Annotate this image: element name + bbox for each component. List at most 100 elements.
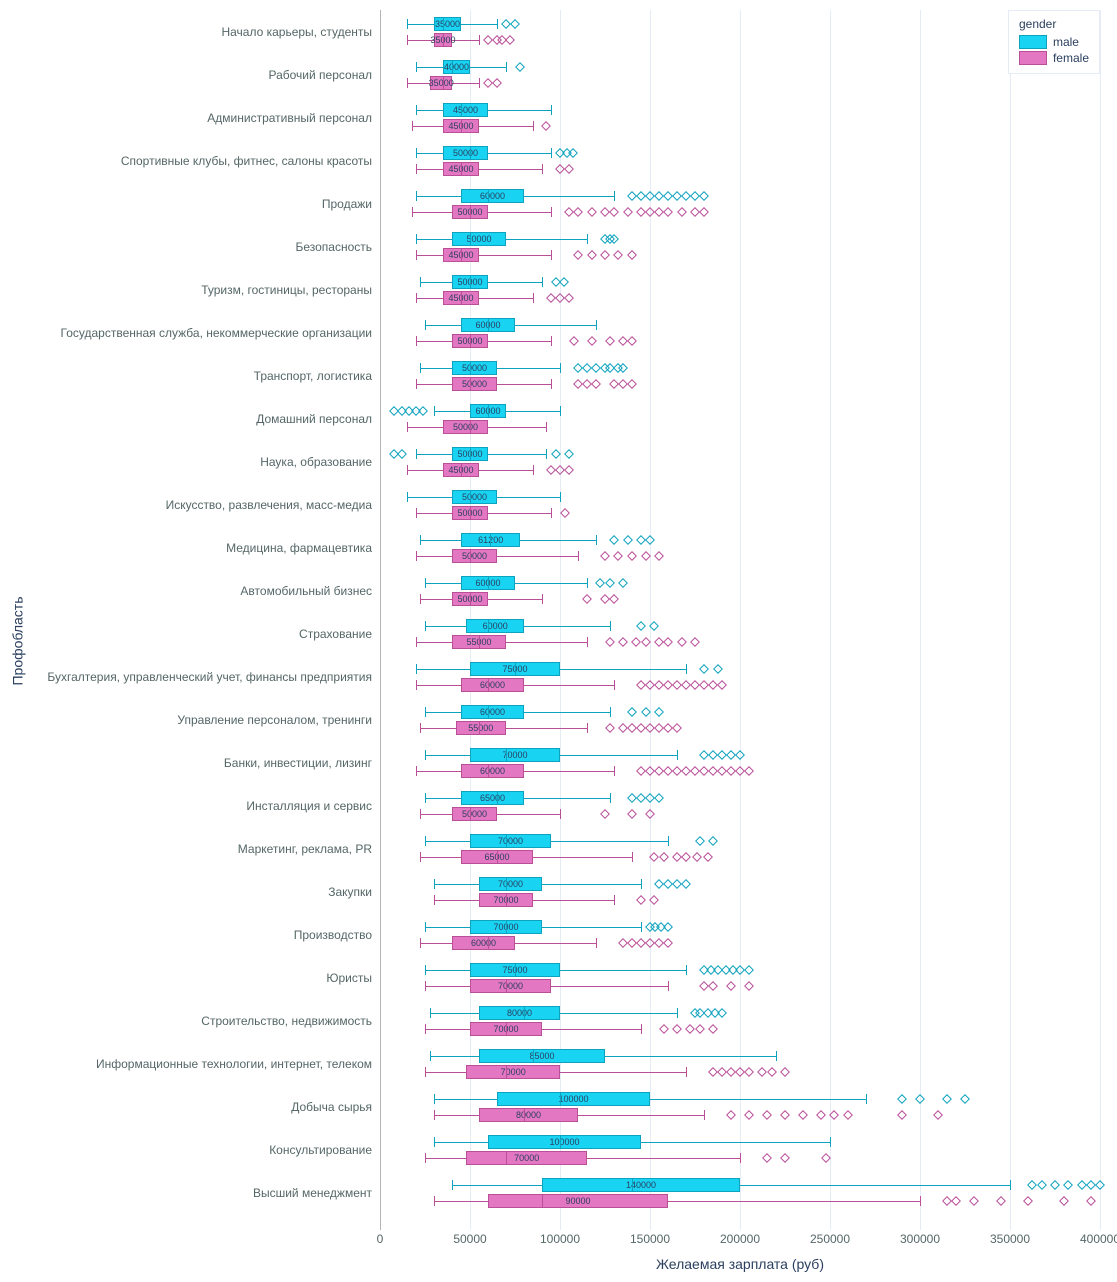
median-line — [515, 662, 516, 676]
whisker — [416, 169, 542, 170]
outlier — [843, 1110, 853, 1120]
median-line — [488, 619, 489, 633]
whisker-cap — [416, 250, 417, 260]
whisker-cap — [686, 1067, 687, 1077]
whisker-cap — [434, 895, 435, 905]
outlier — [672, 723, 682, 733]
box-male[interactable]: 60000 — [466, 619, 524, 633]
outlier — [780, 1067, 790, 1077]
outlier — [1059, 1196, 1069, 1206]
whisker-cap — [560, 406, 561, 416]
box-female[interactable]: 70000 — [470, 979, 551, 993]
outlier — [744, 981, 754, 991]
whisker-cap — [686, 664, 687, 674]
outlier — [595, 578, 605, 588]
whisker-cap — [542, 164, 543, 174]
x-axis-title: Желаемая зарплата (руб) — [380, 1256, 1100, 1272]
median-line — [497, 791, 498, 805]
whisker-cap — [407, 492, 408, 502]
outlier — [627, 551, 637, 561]
box-female[interactable]: 90000 — [488, 1194, 668, 1208]
whisker-cap — [542, 277, 543, 287]
whisker-cap — [506, 62, 507, 72]
whisker-cap — [632, 852, 633, 862]
legend-item-female[interactable]: female — [1019, 51, 1089, 65]
box-female[interactable]: 35000 — [430, 76, 452, 90]
median-line — [488, 318, 489, 332]
box-male[interactable]: 35000 — [434, 17, 461, 31]
outlier — [897, 1110, 907, 1120]
box-female[interactable]: 60000 — [461, 678, 524, 692]
box-male[interactable]: 65000 — [461, 791, 524, 805]
box-male[interactable]: 40000 — [443, 60, 470, 74]
median-line — [470, 361, 471, 375]
category-label: Спортивные клубы, фитнес, салоны красоты — [30, 154, 372, 168]
median-line — [524, 1006, 525, 1020]
legend-label: male — [1053, 35, 1079, 49]
box-male[interactable]: 50000 — [452, 232, 506, 246]
box-female[interactable]: 70000 — [466, 1151, 587, 1165]
category-label: Рабочий персонал — [30, 68, 372, 82]
legend-item-male[interactable]: male — [1019, 35, 1089, 49]
whisker-cap — [578, 551, 579, 561]
box-male[interactable]: 140000 — [542, 1178, 740, 1192]
category-label: Информационные технологии, интернет, тел… — [30, 1057, 372, 1071]
box-male[interactable]: 70000 — [479, 877, 542, 891]
box-male[interactable]: 60000 — [461, 189, 524, 203]
box-male[interactable]: 100000 — [488, 1135, 641, 1149]
median-line — [533, 1049, 534, 1063]
category-label: Туризм, гостиницы, рестораны — [30, 283, 372, 297]
median-line — [443, 33, 444, 47]
box-female[interactable]: 50000 — [452, 807, 497, 821]
box-female[interactable]: 55000 — [456, 721, 506, 735]
median-line — [461, 291, 462, 305]
whisker-cap — [416, 191, 417, 201]
legend-label: female — [1053, 51, 1089, 65]
outlier — [816, 1110, 826, 1120]
median-line — [506, 1022, 507, 1036]
box-female[interactable]: 50000 — [443, 420, 488, 434]
box-female[interactable]: 60000 — [452, 936, 515, 950]
outlier — [492, 78, 502, 88]
x-tick-label: 400000 — [1080, 1232, 1117, 1246]
outlier — [418, 406, 428, 416]
outlier — [672, 1024, 682, 1034]
whisker-cap — [551, 105, 552, 115]
outlier — [627, 336, 637, 346]
box-female[interactable]: 50000 — [452, 549, 497, 563]
median-line — [461, 103, 462, 117]
box-male[interactable]: 70000 — [470, 748, 560, 762]
whisker-cap — [420, 852, 421, 862]
box-male[interactable]: 100000 — [497, 1092, 650, 1106]
outlier — [541, 121, 551, 131]
whisker-cap — [533, 465, 534, 475]
whisker-cap — [430, 1051, 431, 1061]
outlier — [587, 336, 597, 346]
box-female[interactable]: 70000 — [466, 1065, 560, 1079]
box-female[interactable]: 60000 — [461, 764, 524, 778]
whisker-cap — [420, 594, 421, 604]
box-male[interactable]: 50000 — [452, 490, 497, 504]
box-male[interactable]: 45000 — [443, 103, 488, 117]
whisker-cap — [416, 234, 417, 244]
outlier — [1023, 1196, 1033, 1206]
whisker-cap — [641, 1024, 642, 1034]
category-label: Домашний персонал — [30, 412, 372, 426]
outlier — [397, 449, 407, 459]
box-male[interactable]: 70000 — [470, 834, 551, 848]
box-male[interactable]: 50000 — [452, 361, 497, 375]
median-line — [506, 834, 507, 848]
outlier — [744, 1067, 754, 1077]
outlier — [726, 1110, 736, 1120]
box-male[interactable]: 85000 — [479, 1049, 605, 1063]
median-line — [488, 764, 489, 778]
median-line — [524, 1108, 525, 1122]
whisker-cap — [420, 723, 421, 733]
median-line — [470, 807, 471, 821]
box-female[interactable]: 50000 — [452, 377, 497, 391]
box-male[interactable]: 80000 — [479, 1006, 560, 1020]
category-label: Маркетинг, реклама, PR — [30, 842, 372, 856]
box-male[interactable]: 50000 — [443, 146, 488, 160]
box-male[interactable]: 60000 — [461, 705, 524, 719]
box-female[interactable]: 80000 — [479, 1108, 578, 1122]
